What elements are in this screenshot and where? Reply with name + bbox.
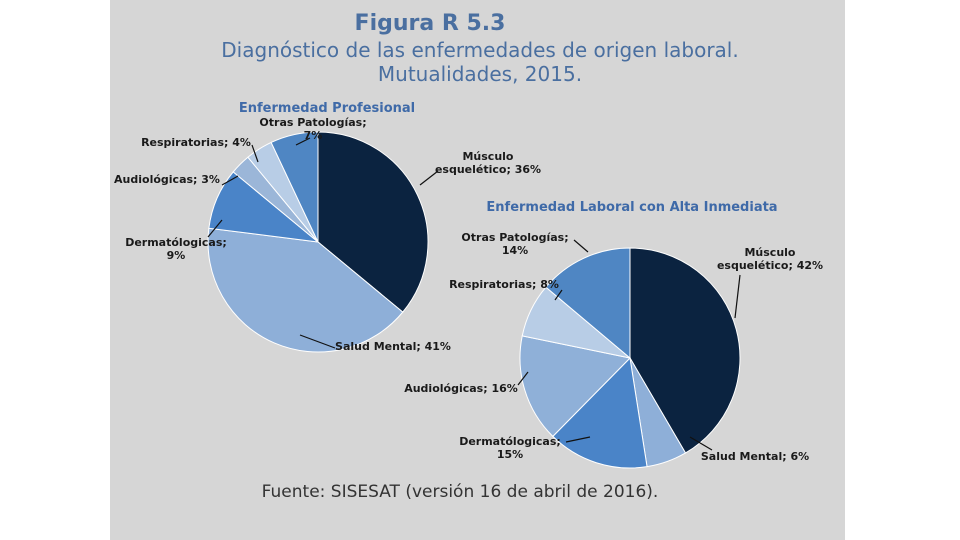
leader-line <box>734 274 741 319</box>
figure-source: Fuente: SISESAT (versión 16 de abril de … <box>261 482 659 502</box>
slice-label: Otras Patologías; 14% <box>461 231 568 257</box>
slice-label: Dermatólogicas; 15% <box>459 435 561 461</box>
slice-label: Músculo esquelético; 42% <box>717 246 823 272</box>
leader-line <box>517 371 529 386</box>
slice-label: Otras Patologías; 7% <box>259 116 366 142</box>
slice-label: Salud Mental; 41% <box>335 340 451 353</box>
leader-line <box>299 334 336 349</box>
figure-subtitle-line-2: Mutualidades, 2015. <box>377 62 583 86</box>
leader-line <box>689 436 713 451</box>
leader-line <box>295 137 311 146</box>
pie-slice <box>552 356 648 469</box>
pie-slice <box>317 131 429 313</box>
slice-label: Salud Mental; 6% <box>701 450 809 463</box>
figure-subtitle-line-1: Diagnóstico de las enfermedades de orige… <box>221 38 739 62</box>
figure-title: Figura R 5.3 <box>354 11 506 36</box>
leader-line <box>573 239 589 253</box>
leader-line <box>554 289 563 301</box>
figure-subtitle: Diagnóstico de las enfermedades de orige… <box>0 38 960 86</box>
leader-line <box>251 144 259 163</box>
slice-label: Respiratorias; 4% <box>141 136 251 149</box>
chart-title: Enfermedad Profesional <box>239 101 415 116</box>
pie-chart-1: Enfermedad Profesional Músculo esquelético… <box>114 101 541 353</box>
slice-label: Dermatólogicas; 9% <box>125 236 227 262</box>
pie-slice <box>270 131 319 243</box>
pie-chart-2: Enfermedad Laboral con Alta Inmediata Mús… <box>404 200 823 469</box>
pie-slice <box>519 335 632 438</box>
leader-line <box>207 219 223 238</box>
slice-label: Audiológicas; 16% <box>404 382 518 395</box>
pie-slice <box>545 247 631 360</box>
leader-line <box>419 170 439 186</box>
leader-line <box>221 175 239 186</box>
slice-label: Músculo esquelético; 36% <box>435 150 541 176</box>
pie-slice <box>207 227 404 353</box>
leader-line <box>565 436 591 443</box>
slice-label: Respiratorias; 8% <box>449 278 559 291</box>
pie-slice <box>629 247 741 454</box>
slice-label: Audiológicas; 3% <box>114 173 220 186</box>
chart-title: Enfermedad Laboral con Alta Inmediata <box>486 200 777 215</box>
